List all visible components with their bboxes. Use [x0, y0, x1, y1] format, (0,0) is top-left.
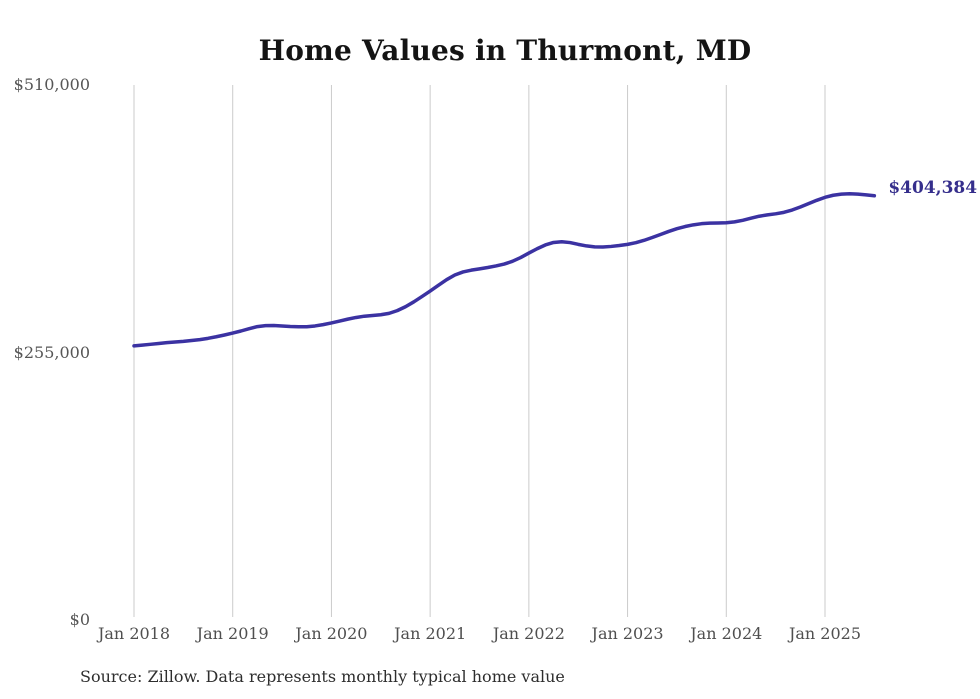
- x-tick-label-jan-2019: Jan 2019: [196, 624, 269, 643]
- source-note: Source: Zillow. Data represents monthly …: [80, 667, 565, 686]
- x-tick-label-jan-2022: Jan 2022: [492, 624, 565, 643]
- y-axis-label-0: $0: [69, 610, 90, 629]
- y-axis-label-510000: $510,000: [13, 75, 90, 94]
- x-tick-label-jan-2023: Jan 2023: [591, 624, 664, 643]
- x-tick-label-jan-2018: Jan 2018: [97, 624, 171, 643]
- end-value-label: $404,384: [888, 177, 978, 198]
- home-value-series-line: [132, 192, 877, 348]
- x-tick-label-jan-2025: Jan 2025: [788, 624, 862, 643]
- x-tick-label-jan-2020: Jan 2020: [295, 624, 368, 643]
- x-tick-label-jan-2024: Jan 2024: [690, 624, 763, 643]
- y-axis-label-255000: $255,000: [13, 343, 90, 362]
- chart-title: Home Values in Thurmont, MD: [258, 34, 752, 67]
- x-tick-label-jan-2021: Jan 2021: [394, 624, 467, 643]
